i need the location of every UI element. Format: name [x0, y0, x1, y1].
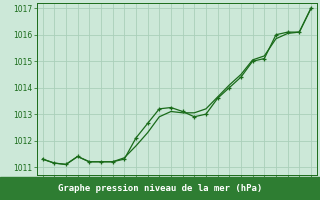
Text: Graphe pression niveau de la mer (hPa): Graphe pression niveau de la mer (hPa) — [58, 184, 262, 193]
